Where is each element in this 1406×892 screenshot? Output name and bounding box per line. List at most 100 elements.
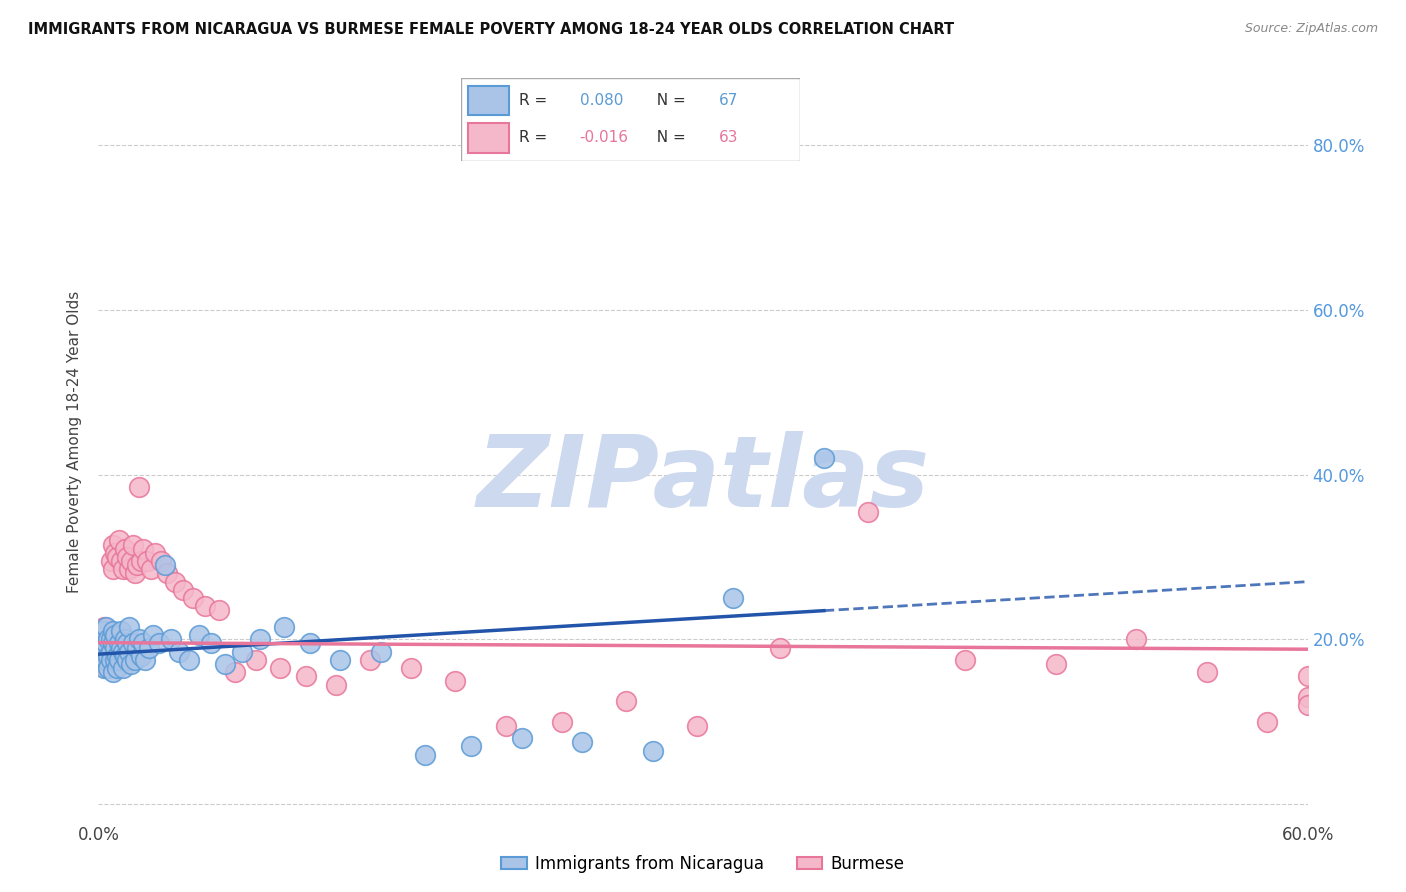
Point [156,566,179,581]
Point [105,549,128,564]
Point [115,549,138,564]
Point [121,537,143,551]
Point [118,620,141,634]
Point [299,636,322,650]
Point [103,653,125,667]
Point [460,739,482,754]
Point [149,554,172,568]
Point [114,648,136,663]
Point [96,620,118,634]
Point [120,554,142,568]
Point [97,648,120,663]
Point [103,653,125,667]
Point [100,653,122,667]
Point [167,645,190,659]
Point [571,735,593,749]
Point [111,562,134,576]
Point [813,450,835,465]
Point [101,562,124,576]
Point [100,653,122,667]
Point [121,636,143,650]
Point [93,624,115,639]
Point [96,661,118,675]
Point [181,591,204,606]
Point [194,599,217,614]
Point [91,632,114,647]
Point [142,628,165,642]
Point [132,541,155,556]
Point [101,537,124,551]
Point [110,554,132,568]
Point [93,648,115,663]
Point [143,546,166,560]
Point [118,645,141,659]
Point [148,636,170,650]
Point [214,657,236,671]
Point [163,574,186,589]
Point [93,620,115,634]
Point [686,719,709,733]
Point [231,645,253,659]
Point [551,714,574,729]
Point [128,632,150,647]
Point [325,678,347,692]
Point [105,648,128,663]
Point [139,562,162,576]
Point [97,645,120,659]
Point [93,661,115,675]
Point [96,653,118,667]
Point [641,743,664,757]
Point [128,480,150,494]
Point [1296,698,1319,713]
Text: ZIPatlas: ZIPatlas [477,431,929,528]
Point [360,653,382,667]
Point [1296,669,1319,683]
Point [858,505,880,519]
Point [124,653,146,667]
Point [1256,714,1278,729]
Point [134,653,156,667]
Point [153,558,176,573]
Point [616,694,638,708]
Point [723,591,745,606]
Point [1296,690,1319,704]
Point [114,632,136,647]
Point [135,554,157,568]
Point [768,640,790,655]
Point [132,636,155,650]
Point [444,673,467,688]
Point [107,653,129,667]
Text: IMMIGRANTS FROM NICARAGUA VS BURMESE FEMALE POVERTY AMONG 18-24 YEAR OLDS CORREL: IMMIGRANTS FROM NICARAGUA VS BURMESE FEM… [28,22,955,37]
Point [103,546,125,560]
Point [172,582,194,597]
Point [114,541,136,556]
Point [89,624,111,639]
Point [97,661,120,675]
Point [100,554,122,568]
Point [103,640,125,655]
Point [329,653,352,667]
Point [115,636,138,650]
Point [399,661,422,675]
Point [273,620,295,634]
Point [107,636,129,650]
Point [1045,657,1067,671]
Point [110,624,132,639]
Point [179,653,201,667]
Point [160,632,183,647]
Text: Source: ZipAtlas.com: Source: ZipAtlas.com [1244,22,1378,36]
Point [111,645,134,659]
Point [510,731,533,746]
Point [118,562,141,576]
Point [110,640,132,655]
Point [107,653,129,667]
Point [249,632,271,647]
Point [1195,665,1218,680]
Point [188,628,211,642]
Point [138,640,160,655]
Point [103,628,125,642]
Point [100,632,122,647]
Point [129,554,152,568]
Point [91,628,114,642]
Point [208,603,231,617]
